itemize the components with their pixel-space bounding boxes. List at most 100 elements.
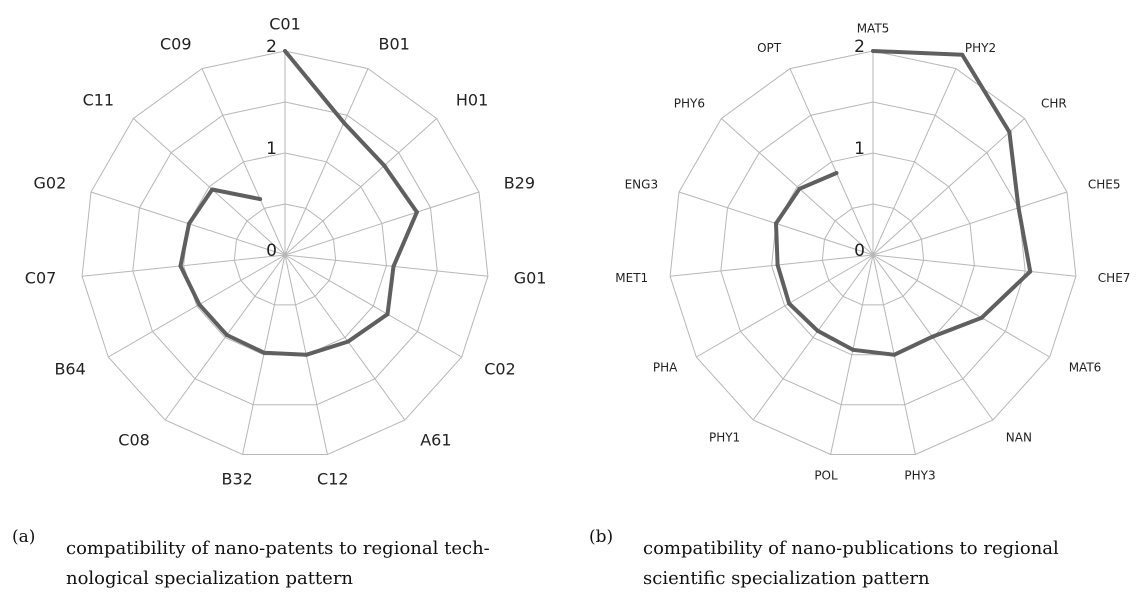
category-label-phy3: PHY3 [904, 469, 935, 483]
grid-ring-4 [81, 50, 489, 455]
data-point-b29 [414, 210, 419, 215]
category-label-met1: MET1 [615, 271, 648, 285]
category-label-b32: B32 [222, 470, 253, 489]
category-label-mat6: MAT6 [1069, 361, 1102, 375]
data-point-mat5 [871, 49, 875, 53]
category-label-c12: C12 [317, 470, 349, 489]
category-label-b01: B01 [379, 34, 410, 53]
category-label-c02: C02 [484, 360, 516, 379]
grid-ring-4 [669, 50, 1077, 455]
spoke-pol [830, 254, 874, 455]
category-label-g01: G01 [514, 269, 547, 288]
tick-label-0: 0 [854, 241, 865, 261]
spoke-mat6 [872, 254, 1050, 358]
data-point-che7 [1028, 269, 1033, 274]
caption-b-text: compatibility of nano-publications to re… [643, 534, 1143, 594]
data-point-met1 [775, 263, 780, 267]
series-line-1 [178, 49, 419, 357]
category-label-b29: B29 [504, 173, 535, 192]
data-point-nan [930, 334, 935, 339]
series-line-1 [774, 49, 1033, 357]
grid-ring-3 [132, 101, 438, 406]
spoke-c11 [133, 118, 286, 256]
data-point-opt [834, 171, 839, 175]
category-label-chr: CHR [1041, 96, 1067, 110]
data-point-mat6 [979, 315, 984, 320]
category-label-phy6: PHY6 [674, 96, 705, 110]
category-label-a61: A61 [420, 431, 451, 450]
data-point-phy6 [797, 186, 802, 191]
data-point-phy1 [815, 328, 820, 333]
data-point-eng3 [774, 221, 778, 226]
data-point-b01 [341, 120, 346, 125]
spoke-b01 [284, 68, 369, 256]
data-point-c02 [385, 312, 390, 317]
data-point-c12 [304, 352, 309, 357]
caption-b-line-2: scientific specialization pattern [643, 568, 930, 589]
caption-a-line-1: compatibility of nano-patents to regiona… [66, 538, 490, 559]
tick-label-2: 2 [266, 37, 277, 57]
data-point-pha [787, 301, 792, 306]
tick-label-2: 2 [854, 37, 865, 57]
tick-label-1: 1 [266, 139, 277, 159]
spoke-c02 [284, 254, 462, 358]
data-point-g02 [187, 221, 191, 226]
spoke-c07 [82, 254, 286, 277]
data-point-chr [1007, 130, 1012, 135]
category-label-eng3: ENG3 [625, 178, 659, 192]
category-label-nan: NAN [1006, 430, 1032, 444]
category-label-che7: CHE7 [1098, 271, 1131, 285]
spoke-c08 [164, 254, 286, 421]
radar-chart-a: C01 B01 H01 B29 G01 C02 A61 C12 B32 C08 B64 C07 G02 C… [25, 15, 547, 489]
category-label-b64: B64 [54, 360, 85, 379]
data-point-a61 [346, 339, 350, 344]
spoke-phy2 [872, 68, 957, 256]
spoke-b64 [108, 254, 286, 358]
grid-ring-3 [720, 101, 1026, 406]
category-label-h01: H01 [456, 91, 488, 110]
data-point-b32 [262, 350, 267, 355]
grid-ring-1 [821, 203, 925, 306]
spoke-opt [789, 68, 874, 256]
data-point-g01 [391, 264, 396, 269]
spoke-b29 [284, 191, 480, 256]
category-label-c09: C09 [160, 34, 192, 53]
category-label-g02: G02 [34, 173, 67, 192]
tick-label-1: 1 [854, 139, 865, 159]
data-point-c09 [258, 197, 263, 202]
radar-chart-b: MAT5 PHY2 CHR CHE5 CHE7 MAT6 NAN PHY3 POL PHY1 PHA… [615, 22, 1130, 483]
spoke-g01 [284, 254, 488, 277]
spoke-pha [696, 254, 874, 358]
spoke-met1 [670, 254, 874, 277]
category-label-pha: PHA [653, 361, 678, 375]
caption-a-line-2: nological specialization pattern [66, 568, 354, 589]
category-label-phy2: PHY2 [965, 41, 996, 55]
category-label-c08: C08 [118, 431, 150, 450]
spoke-h01 [284, 118, 437, 256]
data-point-phy2 [960, 52, 965, 57]
caption-a-text: compatibility of nano-patents to regiona… [66, 534, 566, 594]
data-point-c01 [283, 49, 287, 53]
caption-b-line-1: compatibility of nano-publications to re… [643, 538, 1059, 559]
data-point-h01 [382, 163, 387, 168]
spoke-c09 [201, 68, 286, 256]
data-point-c07 [178, 264, 183, 268]
caption-b-tag: (b) [589, 527, 614, 547]
category-label-c01: C01 [269, 15, 301, 34]
category-label-c11: C11 [83, 91, 115, 110]
spoke-che7 [872, 254, 1076, 277]
caption-a-tag: (a) [12, 527, 36, 547]
category-label-phy1: PHY1 [709, 430, 740, 444]
category-label-mat5: MAT5 [857, 22, 890, 36]
spoke-a61 [284, 254, 406, 421]
data-point-c08 [224, 333, 229, 337]
spoke-chr [872, 118, 1025, 256]
category-label-c07: C07 [25, 269, 57, 288]
category-label-che5: CHE5 [1088, 178, 1121, 192]
data-point-b64 [197, 302, 202, 307]
data-point-che5 [1016, 205, 1021, 210]
spoke-che5 [872, 191, 1068, 256]
data-point-c11 [210, 187, 215, 192]
spoke-phy1 [752, 254, 874, 421]
